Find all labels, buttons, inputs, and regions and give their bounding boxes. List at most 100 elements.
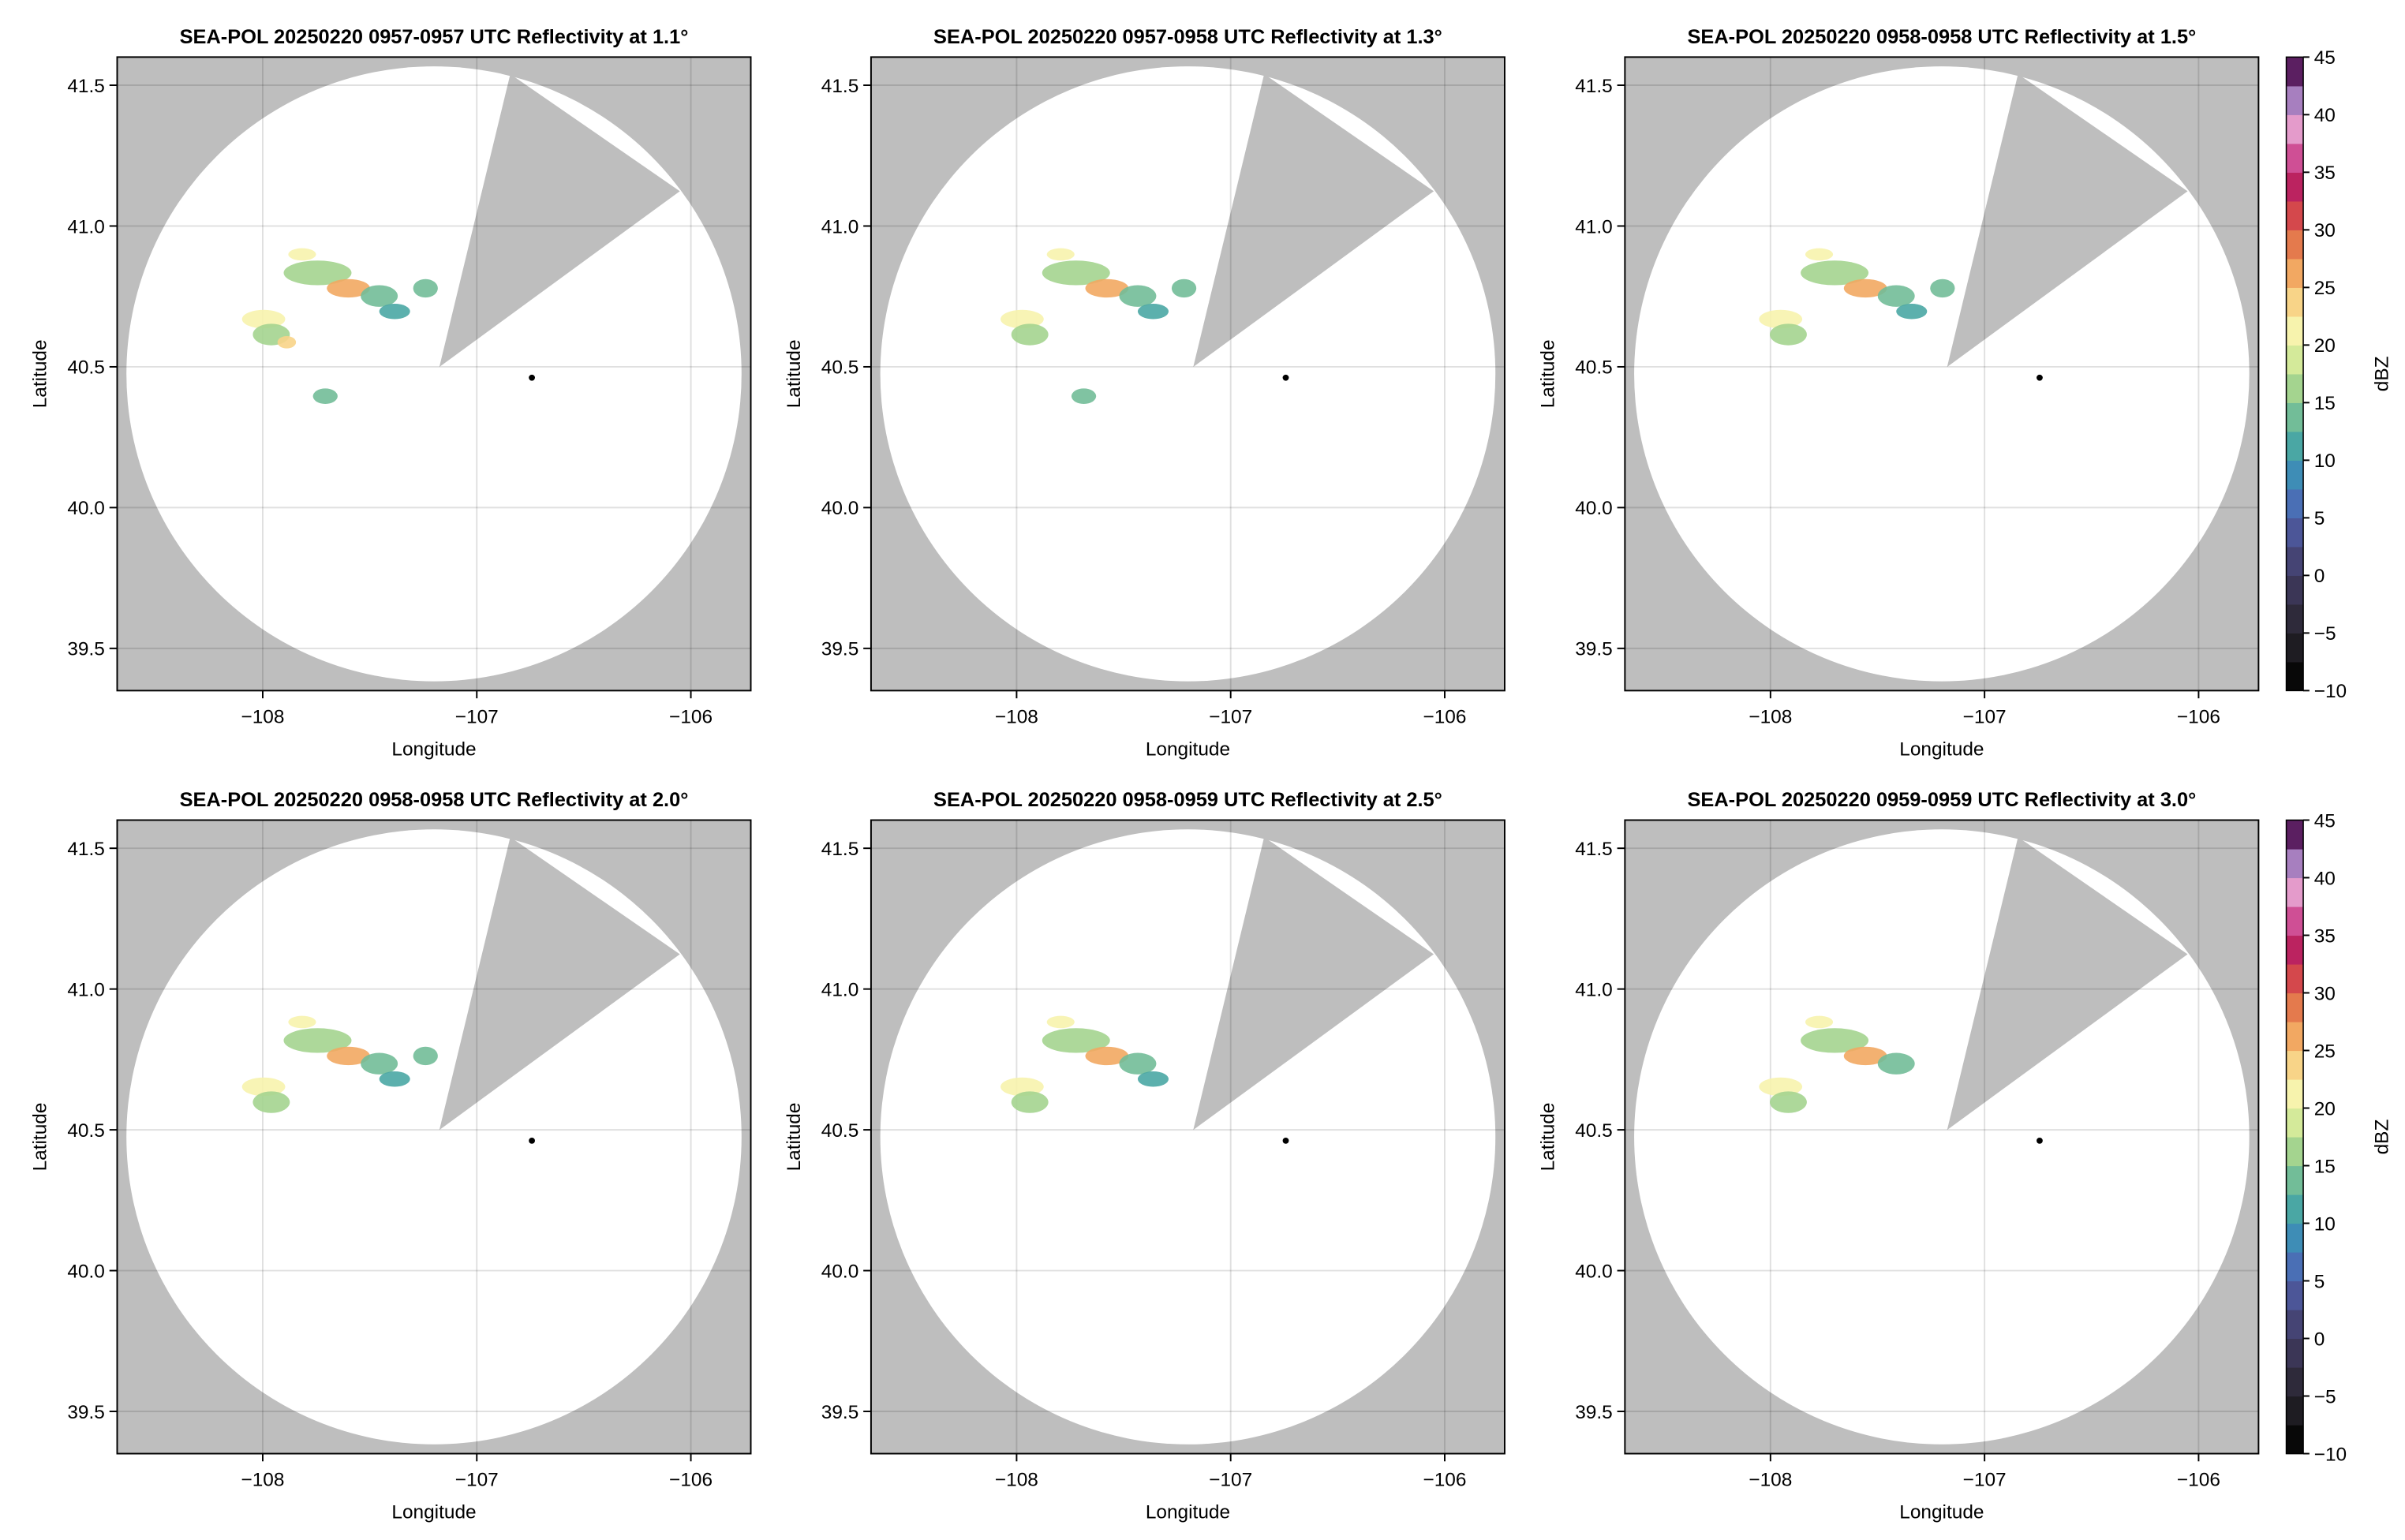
panel-title: SEA-POL 20250220 0959-0959 UTC Reflectiv… (1687, 789, 2196, 811)
colorbar-segment (2286, 402, 2304, 432)
colorbar-segment (2286, 1022, 2304, 1052)
colorbar-segment (2286, 546, 2304, 576)
x-axis-label: Longitude (391, 738, 476, 760)
echo (1805, 1015, 1834, 1029)
colorbar-segment (2286, 345, 2304, 375)
colorbar-segment (2286, 518, 2304, 548)
colorbar-tick-label: 35 (2314, 163, 2336, 184)
echo (283, 1028, 352, 1053)
colorbar-segment (2286, 460, 2304, 490)
panel-title: SEA-POL 20250220 0958-0959 UTC Reflectiv… (933, 789, 1442, 811)
x-tick-label: −106 (2177, 706, 2220, 727)
colorbar-segment (2286, 488, 2304, 518)
echo (1011, 1091, 1049, 1113)
x-axis-label: Longitude (1899, 1502, 1984, 1523)
colorbar-tick-label: 30 (2314, 220, 2336, 241)
blocked-sector (439, 836, 680, 1131)
y-tick-label: 39.5 (67, 639, 105, 660)
x-tick-label: −106 (1423, 1470, 1466, 1491)
colorbar-segment (2286, 200, 2304, 230)
colorbar-segment (2286, 114, 2304, 144)
echo (1805, 248, 1834, 261)
colorbar-segment (2286, 1425, 2304, 1455)
colorbar-tick-label: 0 (2314, 1329, 2325, 1350)
colorbar-segment (2286, 906, 2304, 936)
echo (1071, 388, 1097, 404)
y-tick-label: 41.0 (821, 216, 859, 237)
echo (1770, 1091, 1807, 1113)
blocked-sector (1193, 73, 1434, 368)
x-tick-label: −107 (455, 1470, 499, 1491)
y-tick-label: 41.5 (1575, 76, 1613, 97)
echo (361, 285, 398, 307)
y-tick-label: 41.5 (821, 839, 859, 860)
panel-title: SEA-POL 20250220 0958-0958 UTC Reflectiv… (180, 789, 689, 811)
y-tick-label: 39.5 (821, 1402, 859, 1423)
axes-frame (1624, 56, 2260, 692)
y-tick-label: 40.5 (821, 357, 859, 379)
echo (1119, 1052, 1157, 1075)
echo (1046, 248, 1075, 261)
plot-area (1625, 820, 2259, 1454)
panel-title: SEA-POL 20250220 0957-0958 UTC Reflectiv… (933, 26, 1442, 48)
echo (1042, 260, 1110, 286)
echo (1843, 1046, 1887, 1066)
colorbar-segment (2286, 230, 2304, 260)
x-tick-label: −106 (669, 1470, 713, 1491)
colorbar-segment (2286, 1137, 2304, 1167)
colorbar-segment (2286, 1396, 2304, 1426)
y-tick-label: 40.0 (1575, 1261, 1613, 1282)
y-tick-label: 39.5 (1575, 639, 1613, 660)
colorbar-segment (2286, 1252, 2304, 1282)
echo (1843, 278, 1887, 298)
colorbar-tick-label: 15 (2314, 393, 2336, 414)
y-tick-label: 40.5 (821, 1120, 859, 1142)
colorbar-segment (2286, 877, 2304, 907)
colorbar-segment (2286, 1165, 2304, 1195)
echo (1001, 1077, 1044, 1097)
colorbar-segment (2286, 1194, 2304, 1224)
echo (379, 1071, 410, 1087)
panel: −108 −107 −106 39.5 40.0 40.5 41.0 41.5 SEA-POL … (784, 789, 1505, 1523)
blocked-sector (1947, 73, 2188, 368)
echo (288, 248, 316, 261)
colorbar-tick-label: −5 (2314, 623, 2336, 645)
colorbar-tick-label: −10 (2314, 1444, 2347, 1465)
colorbar-segment (2286, 258, 2304, 288)
x-tick-label: −107 (1963, 1470, 2007, 1491)
colorbar-segment (2286, 57, 2304, 87)
colorbar-tick-label: −5 (2314, 1386, 2336, 1407)
axes-frame (1624, 819, 2260, 1455)
colorbar-segment (2286, 143, 2304, 173)
x-axis-label: Longitude (1146, 1502, 1230, 1523)
x-tick-label: −106 (1423, 706, 1466, 727)
y-tick-label: 41.0 (1575, 216, 1613, 237)
y-tick-label: 40.0 (67, 498, 105, 519)
blocked-sector (1193, 836, 1434, 1131)
x-tick-label: −107 (1209, 1470, 1252, 1491)
echo (252, 1091, 290, 1113)
colorbar-segment (2286, 1338, 2304, 1368)
axes-frame (870, 819, 1505, 1455)
echo (1046, 1015, 1075, 1029)
echo (1801, 260, 1869, 286)
y-tick-label: 41.0 (67, 216, 105, 237)
colorbar-segment (2286, 316, 2304, 346)
echo (1930, 278, 1955, 298)
echo (1119, 285, 1157, 307)
colorbar-frame (2285, 56, 2304, 692)
colorbar-segment (2286, 661, 2304, 691)
colorbar-segment (2286, 1223, 2304, 1253)
colorbar-segment (2286, 1367, 2304, 1397)
colorbar-segment (2286, 431, 2304, 461)
echo (1896, 303, 1928, 320)
colorbar-tick-label: −10 (2314, 681, 2347, 702)
axes-frame (116, 819, 752, 1455)
x-tick-label: −107 (455, 706, 499, 727)
radar-coverage (1634, 829, 2250, 1445)
colorbar-segment (2286, 1108, 2304, 1138)
colorbar-tick-label: 0 (2314, 566, 2325, 587)
echo (241, 1077, 286, 1097)
echo (361, 1052, 398, 1075)
